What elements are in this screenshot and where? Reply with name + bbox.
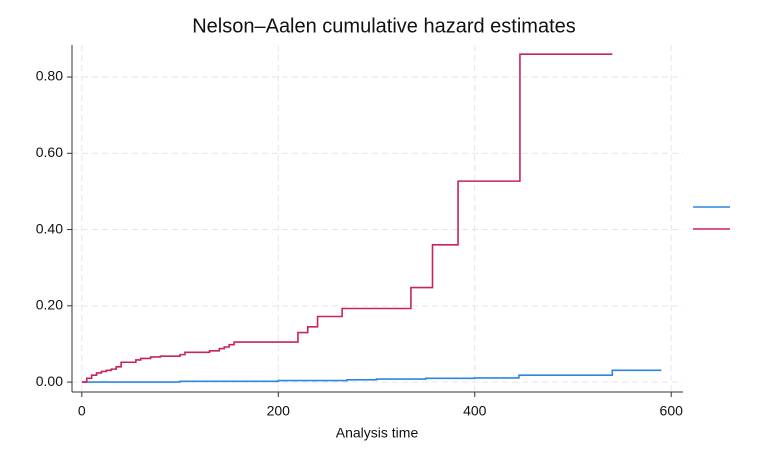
x-tick-label: 200 — [267, 403, 291, 419]
hazard-line — [81, 53, 613, 383]
y-tick-label: 0.40 — [36, 220, 63, 236]
hazard-line — [81, 369, 662, 383]
y-tick-label: 0.60 — [36, 144, 63, 160]
x-tick-label: 400 — [463, 403, 487, 419]
x-tick-label: 0 — [78, 403, 86, 419]
y-tick-label: 0.00 — [36, 373, 63, 389]
x-axis-label: Analysis time — [336, 425, 419, 441]
y-tick-label: 0.20 — [36, 297, 63, 313]
x-tick-label: 600 — [660, 403, 684, 419]
chart-title: Nelson–Aalen cumulative hazard estimates — [192, 15, 576, 37]
y-tick-label: 0.80 — [36, 68, 63, 84]
